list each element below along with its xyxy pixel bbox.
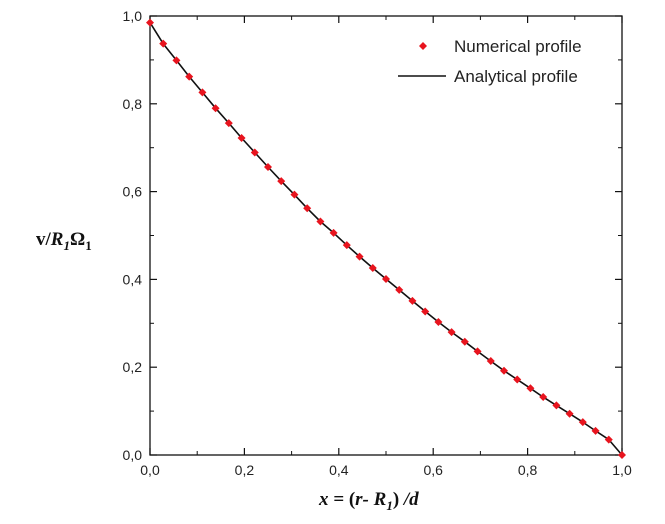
data-point bbox=[250, 148, 259, 157]
data-point bbox=[591, 426, 600, 435]
data-point bbox=[355, 252, 364, 261]
data-point bbox=[447, 328, 456, 337]
data-point bbox=[434, 317, 443, 326]
data-point bbox=[539, 393, 548, 402]
data-point bbox=[303, 204, 312, 213]
data-point bbox=[408, 296, 417, 305]
legend: Numerical profile Analytical profile bbox=[398, 37, 582, 86]
data-point bbox=[198, 88, 207, 97]
data-point bbox=[211, 104, 220, 113]
data-point bbox=[460, 337, 469, 346]
y-tick-label: 0,0 bbox=[123, 447, 143, 463]
x-tick-label: 0,2 bbox=[235, 462, 255, 478]
legend-label-analytical: Analytical profile bbox=[454, 67, 578, 86]
y-tick-label: 0,2 bbox=[123, 359, 143, 375]
x-tick-label: 0,0 bbox=[140, 462, 160, 478]
x-tick-label: 0,8 bbox=[518, 462, 538, 478]
data-point bbox=[172, 56, 181, 65]
y-tick-label: 0,8 bbox=[123, 96, 143, 112]
y-tick-label: 1,0 bbox=[123, 8, 143, 24]
data-point bbox=[224, 119, 233, 128]
data-point bbox=[368, 263, 377, 272]
series-layer bbox=[146, 18, 626, 459]
data-point bbox=[618, 451, 626, 459]
y-axis-title: v/R1Ω1 bbox=[36, 229, 92, 253]
x-axis-title: x = (r- R1) /d bbox=[318, 489, 419, 513]
x-tick-label: 1,0 bbox=[612, 462, 632, 478]
data-point bbox=[146, 18, 154, 27]
data-point bbox=[513, 375, 522, 384]
data-point bbox=[500, 366, 508, 375]
data-point bbox=[552, 401, 561, 410]
data-point bbox=[237, 134, 246, 143]
legend-label-numerical: Numerical profile bbox=[454, 37, 582, 56]
data-point bbox=[329, 228, 338, 237]
x-tick-label: 0,6 bbox=[423, 462, 443, 478]
data-point bbox=[159, 39, 168, 48]
y-tick-label: 0,4 bbox=[123, 271, 143, 287]
data-point bbox=[342, 241, 351, 250]
data-point bbox=[604, 435, 613, 444]
y-tick-label: 0,6 bbox=[123, 184, 143, 200]
x-tick-label: 0,4 bbox=[329, 462, 349, 478]
data-point bbox=[486, 357, 495, 366]
data-point bbox=[264, 163, 272, 172]
data-point bbox=[526, 384, 535, 393]
data-point bbox=[421, 307, 430, 316]
data-point bbox=[395, 285, 404, 294]
data-point bbox=[382, 274, 390, 283]
data-point bbox=[316, 217, 325, 226]
data-point bbox=[290, 190, 299, 199]
data-point bbox=[578, 418, 587, 427]
data-point bbox=[277, 177, 286, 186]
tick-labels: 0,0 0,2 0,4 0,6 0,8 1,0 0,0 0,2 0,4 0,6 0,8 1,0 bbox=[123, 8, 632, 478]
data-point bbox=[473, 347, 482, 356]
legend-marker-numerical bbox=[419, 42, 427, 50]
data-point bbox=[185, 72, 194, 81]
data-point bbox=[565, 409, 574, 418]
series-line-analytical bbox=[149, 22, 623, 456]
